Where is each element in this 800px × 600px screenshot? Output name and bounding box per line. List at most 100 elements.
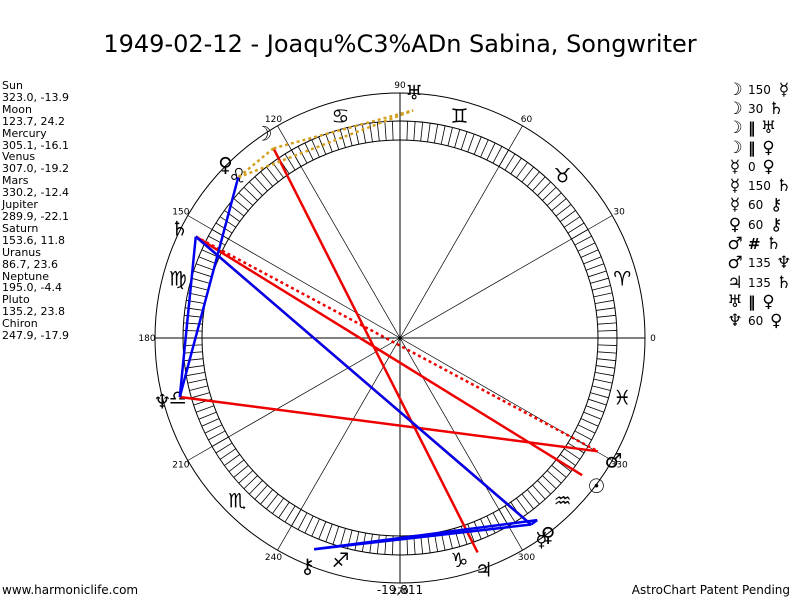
planet-name: Jupiter xyxy=(2,198,38,212)
degree-tick xyxy=(597,322,617,325)
aspect-line xyxy=(314,523,532,551)
planet-position-list: Sun 323.0, -13.9 Moon 123.7, 24.2 Mercury 305… xyxy=(2,80,69,342)
degree-tick xyxy=(480,139,489,158)
degree-tick xyxy=(467,523,475,543)
degree-tick xyxy=(347,127,353,146)
planet-name: Uranus xyxy=(2,245,41,259)
planet-name: Pluto xyxy=(2,293,30,307)
aspect-row: ☿ 150 ♄ xyxy=(726,176,793,196)
aspect-row: ☽ 150 ☿ xyxy=(726,80,793,100)
degree-tick xyxy=(473,136,482,155)
planet-coords: 123.7, 24.2 xyxy=(2,114,65,128)
degree-tick xyxy=(297,146,308,164)
degree-tick xyxy=(195,405,215,413)
degree-tick xyxy=(542,475,557,490)
planet-name: Moon xyxy=(2,102,32,116)
aspect-planet-2: ⚷ xyxy=(770,195,783,216)
degree-tick xyxy=(208,430,226,441)
aspect-planet-2: ♀ xyxy=(762,156,775,177)
degree-tick xyxy=(467,133,475,153)
degree-tick xyxy=(460,131,468,150)
degree-tick xyxy=(516,497,528,514)
aspect-line xyxy=(272,147,479,553)
degree-tick xyxy=(198,256,217,265)
degree-tick xyxy=(593,292,613,298)
degree-tick xyxy=(243,475,258,490)
planet-coords: 330.2, -12.4 xyxy=(2,186,69,200)
degree-tick xyxy=(208,235,226,246)
degree-label: 150 xyxy=(172,208,189,218)
degree-tick xyxy=(532,176,546,192)
zodiac-taurus-icon: ♉ xyxy=(554,163,572,187)
degree-tick xyxy=(184,358,204,362)
planet-coords: 289.9, -22.1 xyxy=(2,209,69,223)
degree-tick xyxy=(516,162,528,179)
aspect-value: 60 xyxy=(748,314,764,329)
aspect-planet-1: ♆ xyxy=(727,311,743,332)
degree-label: 120 xyxy=(265,115,282,125)
aspect-value: ‖ xyxy=(748,292,756,311)
planet-name: Mercury xyxy=(2,126,47,140)
degree-tick xyxy=(420,122,424,142)
degree-tick xyxy=(592,285,611,291)
aspect-row: ☿ 60 ⚷ xyxy=(726,195,793,216)
degree-tick xyxy=(201,418,220,427)
degree-tick xyxy=(574,430,592,441)
aspect-value: 60 xyxy=(748,217,764,232)
degree-tick xyxy=(510,157,522,175)
degree-tick xyxy=(486,142,496,161)
degree-tick xyxy=(332,526,340,545)
aspect-planet-1: ♂ xyxy=(727,253,743,274)
degree-tick xyxy=(215,442,233,454)
degree-tick xyxy=(555,204,572,217)
degree-tick xyxy=(580,249,599,258)
aspect-row: ♆ 60 ♀ xyxy=(726,311,793,332)
degree-tick xyxy=(504,153,516,171)
degree-tick xyxy=(243,186,258,201)
degree-tick xyxy=(537,181,552,196)
degree-tick xyxy=(593,378,613,384)
planet-coords: 135.2, 23.8 xyxy=(2,305,65,319)
degree-label: 240 xyxy=(265,553,282,563)
degree-tick xyxy=(198,411,217,420)
degree-tick xyxy=(521,166,534,183)
degree-tick xyxy=(248,480,263,495)
degree-tick xyxy=(297,512,308,530)
degree-tick xyxy=(559,210,576,222)
aspect-planet-2: ♆ xyxy=(776,253,792,274)
degree-tick xyxy=(596,314,616,318)
aspect-line xyxy=(237,109,414,179)
degree-label: 270 xyxy=(391,587,408,597)
degree-tick xyxy=(447,127,453,146)
degree-tick xyxy=(542,186,557,201)
degree-tick xyxy=(233,464,249,478)
degree-tick xyxy=(492,146,503,164)
aspect-value: ‖ xyxy=(748,119,756,138)
planet-name: Mars xyxy=(2,174,29,188)
house-line xyxy=(187,215,613,461)
degree-tick xyxy=(588,270,607,278)
degree-tick xyxy=(224,210,241,222)
planet-name: Saturn xyxy=(2,221,39,235)
degree-tick xyxy=(392,121,394,141)
degree-label: 300 xyxy=(518,553,535,563)
degree-tick xyxy=(238,470,254,484)
website-link[interactable]: www.harmoniclife.com xyxy=(2,583,139,597)
degree-tick xyxy=(272,162,284,179)
degree-tick xyxy=(311,139,320,158)
aspect-row: ♅ ‖ ♀ xyxy=(726,292,793,312)
center-value: -19,811 xyxy=(376,583,424,597)
degree-tick xyxy=(260,489,274,505)
chart-title: 1949-02-12 - Joaqu%C3%ADn Sabina, Songwr… xyxy=(103,30,697,58)
aspect-planet-1: ☽ xyxy=(727,98,743,119)
aspect-planet-2: ⚷ xyxy=(770,214,783,235)
degree-tick xyxy=(304,515,314,534)
planet-coords: 86.7, 23.6 xyxy=(2,257,58,271)
aspect-value: # xyxy=(748,235,761,254)
degree-tick xyxy=(585,405,605,413)
degree-tick xyxy=(248,181,263,196)
degree-tick xyxy=(376,122,380,142)
degree-tick xyxy=(551,464,567,478)
degree-tick xyxy=(369,123,373,142)
degree-tick xyxy=(204,424,223,434)
